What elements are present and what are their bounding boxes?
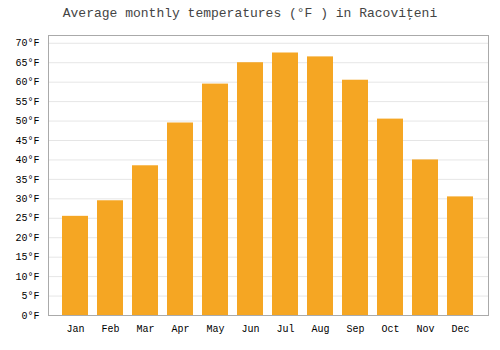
svg-text:60°F: 60°F bbox=[15, 77, 39, 88]
svg-text:5°F: 5°F bbox=[21, 291, 39, 302]
svg-text:70°F: 70°F bbox=[15, 38, 39, 49]
svg-text:Oct: Oct bbox=[381, 324, 399, 335]
svg-text:Jun: Jun bbox=[241, 324, 259, 335]
svg-text:20°F: 20°F bbox=[15, 233, 39, 244]
svg-text:10°F: 10°F bbox=[15, 272, 39, 283]
svg-text:35°F: 35°F bbox=[15, 175, 39, 186]
svg-text:Jul: Jul bbox=[276, 324, 294, 335]
svg-text:Apr: Apr bbox=[171, 324, 189, 335]
svg-text:Jan: Jan bbox=[66, 324, 84, 335]
svg-text:Dec: Dec bbox=[451, 324, 469, 335]
svg-text:Aug: Aug bbox=[311, 324, 329, 335]
svg-text:May: May bbox=[206, 324, 224, 335]
svg-text:30°F: 30°F bbox=[15, 194, 39, 205]
svg-text:15°F: 15°F bbox=[15, 252, 39, 263]
svg-text:25°F: 25°F bbox=[15, 213, 39, 224]
svg-text:55°F: 55°F bbox=[15, 97, 39, 108]
svg-text:40°F: 40°F bbox=[15, 155, 39, 166]
svg-text:Mar: Mar bbox=[136, 324, 154, 335]
svg-text:0°F: 0°F bbox=[21, 311, 39, 322]
svg-text:45°F: 45°F bbox=[15, 136, 39, 147]
html-text:Average monthly temperatures (: Average monthly temperatures (°F ) in Ra… bbox=[62, 6, 438, 21]
svg-text:Feb: Feb bbox=[101, 324, 119, 335]
svg-text:Sep: Sep bbox=[346, 324, 364, 335]
svg-text:50°F: 50°F bbox=[15, 116, 39, 127]
svg-text:Nov: Nov bbox=[416, 324, 434, 335]
svg-text:65°F: 65°F bbox=[15, 58, 39, 69]
